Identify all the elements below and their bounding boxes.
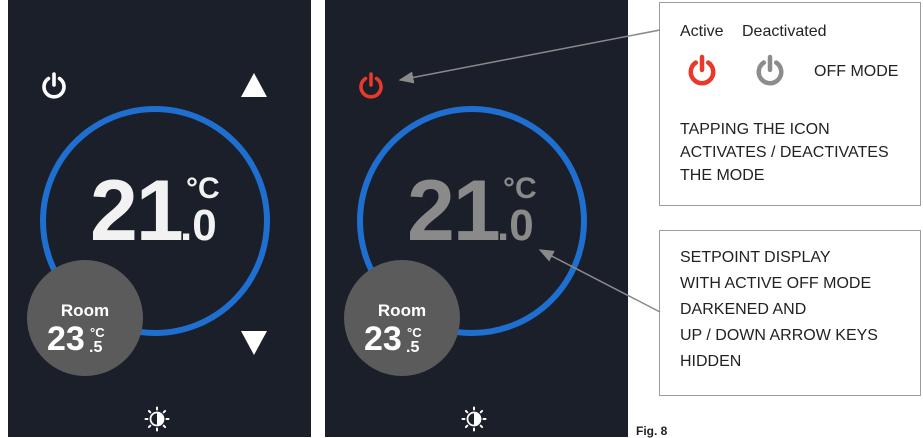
setpoint-decimal: .0	[497, 201, 534, 250]
room-temperature-bubble: Room 23 °C .5	[344, 260, 460, 376]
figure-caption: Fig. 8	[636, 424, 668, 438]
callout-text-line: SETPOINT DISPLAY	[680, 249, 831, 266]
room-integer: 23	[364, 320, 402, 358]
room-decimal: .5	[89, 339, 103, 356]
setpoint-display-darkened: 21 °C .0	[407, 168, 547, 258]
setpoint-ring	[357, 106, 587, 336]
room-integer: 23	[47, 320, 85, 358]
setpoint-integer: 21	[90, 163, 184, 259]
room-decimal: .5	[406, 339, 420, 356]
power-icon[interactable]	[355, 70, 387, 102]
callout-text-line: ACTIVATES / DEACTIVATES	[680, 144, 889, 161]
thermostat-screen-off-mode: 21 °C .0 Room 23 °C .5	[325, 0, 628, 437]
setpoint-unit: °C	[186, 172, 220, 205]
setpoint-unit: °C	[503, 172, 537, 205]
power-icon-deactivated	[756, 54, 784, 86]
thermostat-screen-normal: 21 °C .0 Room 23 °C .5	[8, 0, 311, 437]
room-temperature-bubble: Room 23 °C .5	[27, 260, 143, 376]
legend-active-label: Active	[680, 23, 724, 40]
legend-deactivated-label: Deactivated	[742, 23, 827, 40]
room-label: Room	[377, 301, 427, 320]
callout-text-line: TAPPING THE ICON	[680, 121, 830, 138]
leader-arrow-setpoint	[538, 249, 661, 313]
room-unit: °C	[90, 325, 105, 340]
callout-text-line: DARKENED AND	[680, 301, 807, 318]
setpoint-ring	[40, 106, 270, 336]
leader-arrow-power	[398, 29, 661, 84]
brightness-icon[interactable]	[144, 406, 170, 432]
power-icon[interactable]	[38, 70, 70, 102]
room-label: Room	[60, 301, 110, 320]
callout-text-line: WITH ACTIVE OFF MODE	[680, 275, 872, 292]
setpoint-decimal: .0	[180, 201, 217, 250]
callout-text-line: UP / DOWN ARROW KEYS	[680, 327, 878, 344]
setpoint-integer: 21	[407, 163, 501, 259]
callout-text-line: THE MODE	[680, 167, 765, 184]
brightness-icon[interactable]	[461, 406, 487, 432]
off-mode-label: OFF MODE	[814, 63, 899, 80]
callout-text-line: HIDDEN	[680, 353, 742, 370]
setpoint-display: 21 °C .0	[90, 168, 230, 258]
up-arrow-icon[interactable]	[240, 72, 268, 98]
setpoint-callout: SETPOINT DISPLAY WITH ACTIVE OFF MODE DA…	[659, 230, 921, 396]
power-icon-active	[688, 54, 716, 86]
room-unit: °C	[407, 325, 422, 340]
off-mode-callout: Active Deactivated OFF MODE TAPPING THE …	[659, 2, 921, 206]
down-arrow-icon[interactable]	[240, 330, 268, 356]
